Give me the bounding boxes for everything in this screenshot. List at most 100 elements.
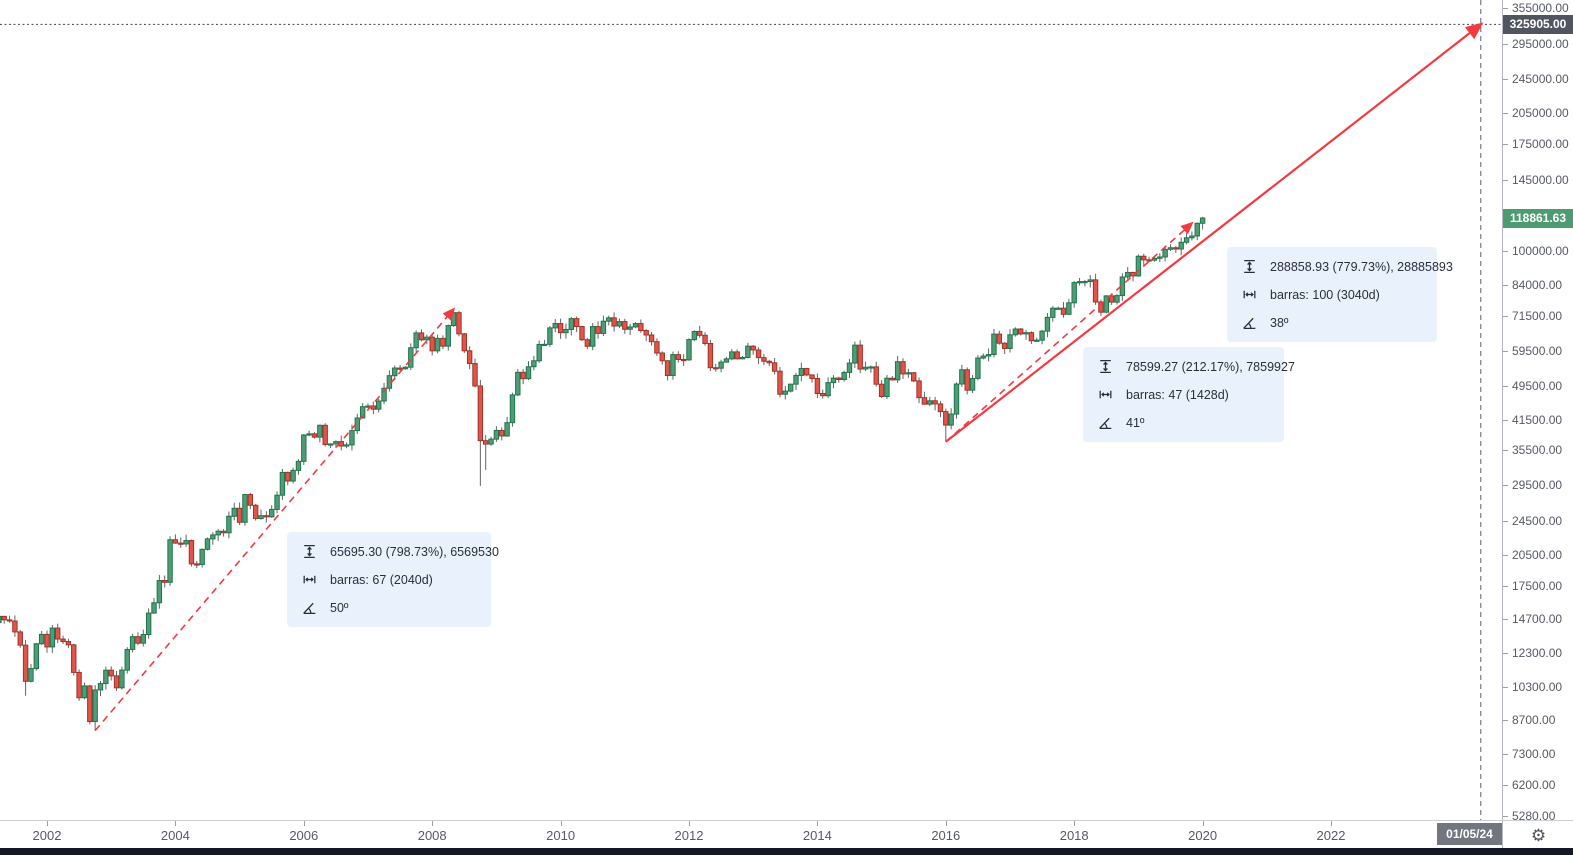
candle xyxy=(17,631,23,646)
measurement-angle-text: 38º xyxy=(1270,315,1289,330)
price-tick xyxy=(1503,419,1508,421)
candle xyxy=(557,323,564,334)
candle xyxy=(151,602,157,614)
candle xyxy=(1167,247,1174,250)
price-tick xyxy=(1503,555,1508,557)
candle xyxy=(140,634,147,644)
candle xyxy=(825,382,831,397)
price-tick-label: 205000.00 xyxy=(1512,106,1569,121)
candle xyxy=(579,326,585,341)
bars-range-icon xyxy=(1241,286,1258,303)
candle xyxy=(1178,241,1184,250)
bottom-bar xyxy=(0,848,1573,855)
year-tick-label: 2010 xyxy=(546,828,576,843)
measurement-bars-row: barras: 100 (3040d) xyxy=(1241,285,1423,304)
candle xyxy=(648,334,655,343)
candle xyxy=(488,438,494,445)
candle xyxy=(440,337,446,347)
candle xyxy=(761,357,767,362)
time-axis[interactable]: 2002 2004 2006 2008 2010 2012 2014 2016 2018 2020… xyxy=(0,820,1502,849)
projected-price-badge: 325905.00 xyxy=(1503,14,1573,34)
candle xyxy=(905,372,912,375)
candle xyxy=(499,429,505,437)
measurement-tooltip-3: 288858.93 (779.73%), 28885893 barras: 10… xyxy=(1227,247,1453,342)
trend-line-2[interactable] xyxy=(945,221,1194,443)
candle xyxy=(124,648,130,671)
candle xyxy=(611,317,617,327)
trend-line-1[interactable] xyxy=(94,307,456,732)
candle xyxy=(1076,281,1083,284)
candle xyxy=(1018,328,1024,335)
candle xyxy=(477,385,484,442)
candle xyxy=(969,377,976,391)
candle xyxy=(108,669,114,677)
candle xyxy=(1012,328,1019,336)
candle xyxy=(1151,257,1158,261)
year-tick-label: 2004 xyxy=(160,828,190,843)
chart-canvas[interactable]: 65695.30 (798.73%), 6569530 barras: 67 (… xyxy=(0,0,1502,820)
candle xyxy=(782,390,788,395)
candle xyxy=(1141,255,1147,261)
price-tick-label: 100000.00 xyxy=(1512,244,1569,259)
candle xyxy=(333,441,339,445)
candle xyxy=(274,494,280,510)
candle xyxy=(584,339,591,347)
candle xyxy=(1071,282,1077,304)
candle xyxy=(413,332,419,349)
year-tick xyxy=(47,821,48,826)
measurement-bars-text: barras: 67 (2040d) xyxy=(330,572,433,587)
candle xyxy=(135,636,141,644)
candle xyxy=(894,361,901,381)
candle xyxy=(306,433,312,436)
candle xyxy=(723,358,730,363)
candle xyxy=(327,443,334,446)
candle xyxy=(643,330,649,336)
candle xyxy=(60,638,66,643)
price-tick-label: 59500.00 xyxy=(1512,343,1563,358)
price-axis[interactable]: 355000.00 295000.00 245000.00 205000.00 1750… xyxy=(1502,0,1573,848)
candle xyxy=(236,507,243,523)
candle xyxy=(750,345,756,351)
candle xyxy=(145,612,152,636)
candle xyxy=(980,355,986,359)
candle xyxy=(627,326,633,330)
candle xyxy=(755,349,762,359)
candle xyxy=(97,683,104,691)
price-tick xyxy=(1503,585,1508,587)
candle xyxy=(547,327,553,345)
candle xyxy=(739,356,746,360)
measurement-range-row: 78599.27 (212.17%), 7859927 xyxy=(1097,357,1295,376)
gear-icon[interactable]: ⚙ xyxy=(1530,825,1547,845)
candle xyxy=(370,405,377,410)
last-price-badge: 118861.63 xyxy=(1503,208,1573,228)
candle xyxy=(81,685,88,699)
candle xyxy=(1194,222,1200,237)
price-tick-label: 7300.00 xyxy=(1512,746,1556,761)
candle xyxy=(242,494,248,523)
candle xyxy=(1162,248,1168,258)
candle xyxy=(22,644,29,682)
candle xyxy=(392,367,398,377)
trend-line-3[interactable] xyxy=(945,22,1484,443)
measurement-range-text: 65695.30 (798.73%), 6569530 xyxy=(330,544,499,559)
candle xyxy=(178,542,184,545)
candle xyxy=(787,383,794,392)
candle xyxy=(595,326,601,334)
measurement-angle-text: 41º xyxy=(1126,415,1145,430)
price-tick-label: 6200.00 xyxy=(1512,777,1556,792)
price-tick-label: 84000.00 xyxy=(1512,277,1563,292)
candle xyxy=(809,374,815,380)
candle xyxy=(664,360,671,376)
price-tick xyxy=(1503,8,1508,9)
candle xyxy=(247,494,254,506)
measurement-tooltip-2: 78599.27 (212.17%), 7859927 barras: 47 (… xyxy=(1083,347,1295,442)
measurement-range-row: 288858.93 (779.73%), 28885893 xyxy=(1241,257,1453,276)
candle xyxy=(889,377,895,381)
candle xyxy=(878,383,885,397)
candle xyxy=(1023,332,1029,335)
price-tick xyxy=(1503,43,1508,45)
candle xyxy=(991,333,997,356)
candle xyxy=(846,362,853,373)
candle xyxy=(745,345,751,358)
candle xyxy=(616,321,623,327)
